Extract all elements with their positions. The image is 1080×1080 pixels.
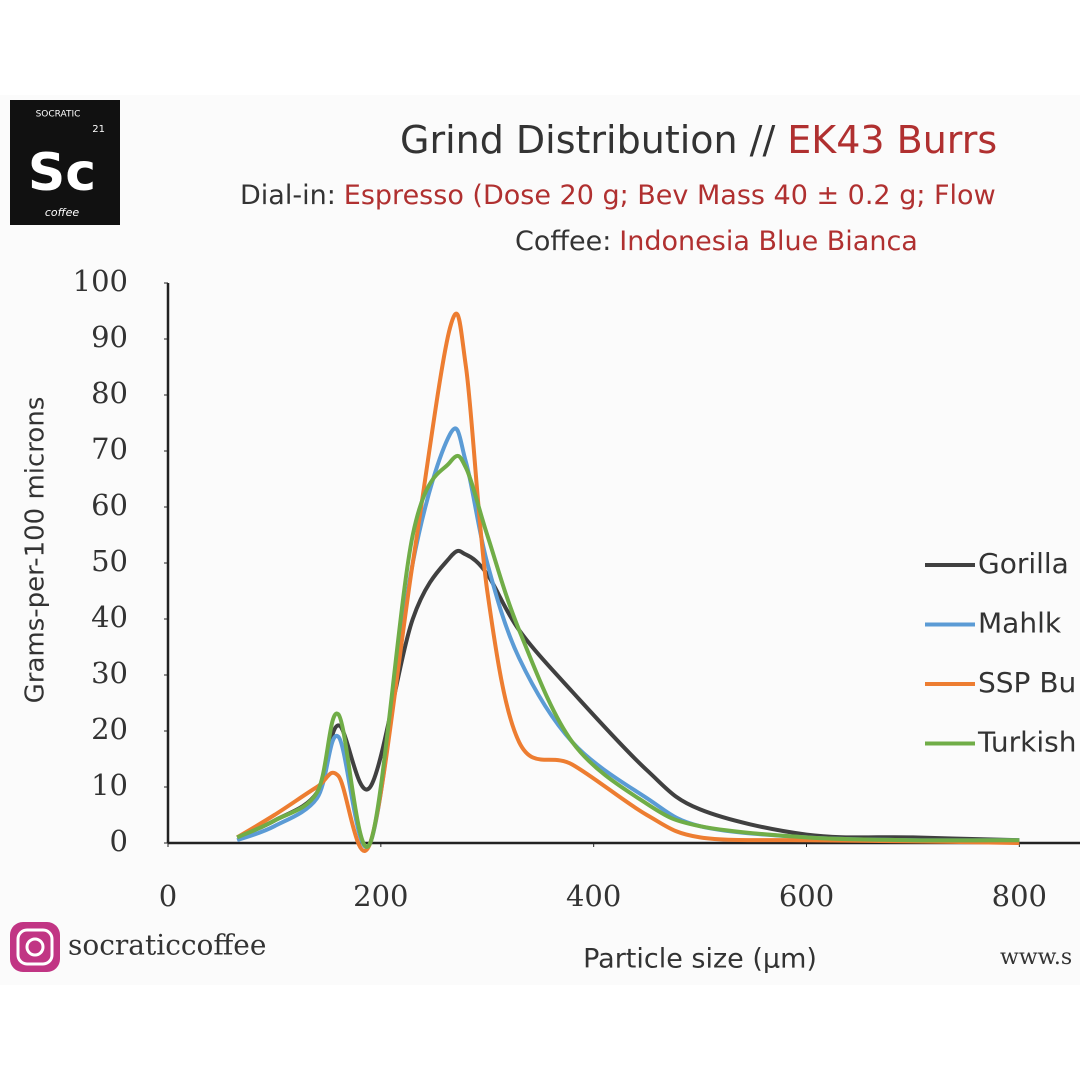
y-tick-label: 30 xyxy=(91,656,128,690)
instagram-icon xyxy=(10,922,60,972)
y-tick-label: 90 xyxy=(91,320,128,354)
y-tick-label: 60 xyxy=(91,488,128,522)
instagram-handle: socraticcoffee xyxy=(68,929,266,962)
subtitle: Dial-in: Espresso (Dose 20 g; Bev Mass 40… xyxy=(240,180,996,211)
x-tick-label: 800 xyxy=(992,879,1047,913)
plot: 0 10 20 30 40 50 60 70 80 90 100 0 200 400 600 800 Goril… xyxy=(73,264,1080,913)
legend-label: Gorilla xyxy=(978,547,1069,580)
coffee-text: Indonesia Blue Bianca xyxy=(619,226,918,257)
y-tick-label: 10 xyxy=(91,768,128,802)
x-tick-label: 200 xyxy=(353,879,408,913)
legend-label: SSP Bu xyxy=(978,666,1076,699)
logo-bottom: coffee xyxy=(45,206,79,219)
y-tick-label: 70 xyxy=(91,432,128,466)
logo-top: SOCRATIC xyxy=(36,110,81,120)
y-tick-label: 100 xyxy=(73,264,128,298)
legend-label: Turkish xyxy=(977,726,1076,759)
logo-number: 21 xyxy=(92,124,105,135)
instagram-box xyxy=(10,922,60,972)
chart-title: Grind Distribution // EK43 Burrs xyxy=(400,118,997,162)
y-axis-label: Grams-per-100 microns xyxy=(21,397,51,704)
title-text: Grind Distribution // xyxy=(400,118,775,162)
instagram-frame xyxy=(16,928,54,966)
series-line xyxy=(236,311,1020,853)
series-line xyxy=(236,453,1020,849)
coffee-line: Coffee: Indonesia Blue Bianca xyxy=(515,226,918,257)
logo: SOCRATIC 21 Sc coffee xyxy=(10,100,120,225)
legend-label: Mahlk xyxy=(978,607,1062,640)
y-tick-label: 50 xyxy=(91,544,128,578)
x-tick-label: 400 xyxy=(566,879,621,913)
x-tick-label: 0 xyxy=(159,879,177,913)
coffee-label: Coffee: xyxy=(515,226,611,257)
subtitle-label: Dial-in: xyxy=(240,180,336,211)
logo-box xyxy=(10,100,120,225)
y-tick-label: 80 xyxy=(91,376,128,410)
logo-symbol: Sc xyxy=(28,143,96,203)
y-tick-label: 20 xyxy=(91,712,128,746)
title-highlight: EK43 Burrs xyxy=(787,118,997,162)
subtitle-text: Espresso (Dose 20 g; Bev Mass 40 ± 0.2 g… xyxy=(344,180,996,211)
y-tick-label: 0 xyxy=(110,824,128,858)
website: www.s xyxy=(1000,945,1072,970)
y-tick-label: 40 xyxy=(91,600,128,634)
instagram-lens xyxy=(25,937,45,957)
x-tick-label: 600 xyxy=(779,879,834,913)
x-axis-label: Particle size (µm) xyxy=(583,944,817,975)
